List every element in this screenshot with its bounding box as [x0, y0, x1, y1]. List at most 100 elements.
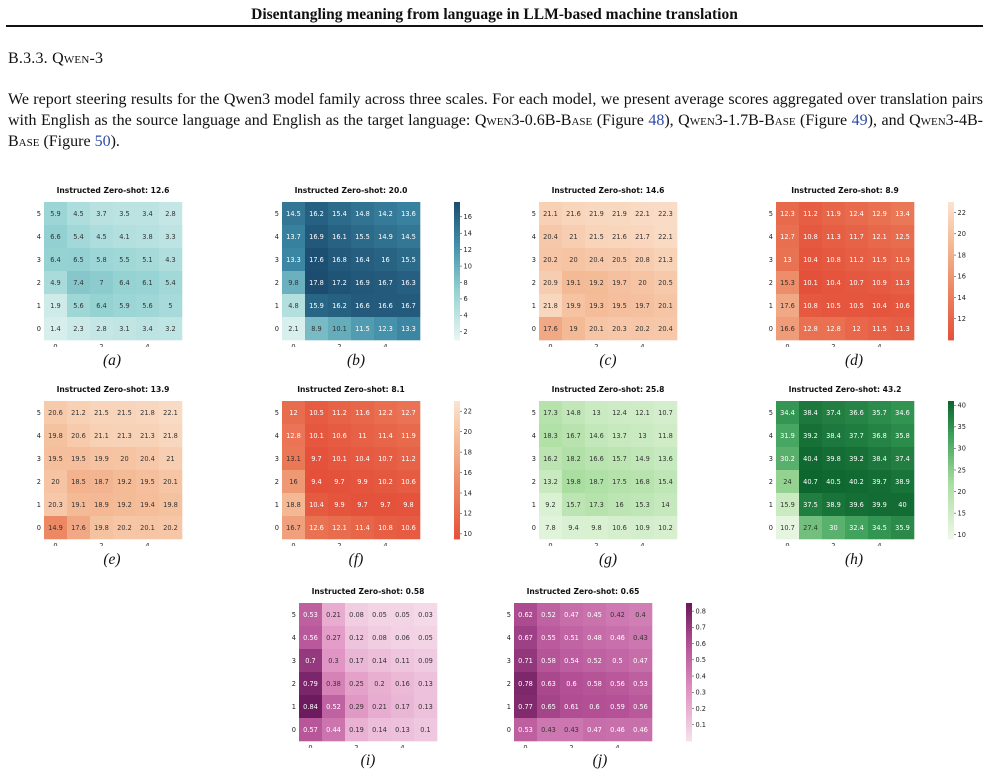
heatmap-cell: [90, 516, 114, 540]
heatmap-cell-label: 39.9: [872, 501, 887, 509]
heatmap-cell: [374, 202, 398, 226]
row-tick-label: 4: [507, 634, 511, 642]
heatmap-cell-label: 0.63: [541, 680, 556, 688]
heatmap-cell-label: 14.8: [355, 210, 370, 218]
heatmap-cell-label: 16.2: [332, 302, 347, 310]
figure-ref-48[interactable]: 48: [648, 112, 665, 129]
heatmap-cell-label: 9.8: [403, 501, 414, 509]
heatmap-cell-label: 13: [783, 256, 791, 264]
heatmap-cell: [868, 294, 892, 318]
section-heading: B.3.3. Qwen-3: [8, 50, 103, 68]
heatmap-cell: [414, 672, 438, 696]
heatmap-cell: [891, 516, 915, 540]
row-tick-label: 3: [37, 455, 41, 463]
heatmap-cell-label: 21.8: [543, 302, 558, 310]
row-tick-label: 3: [532, 455, 536, 463]
heatmap-cell-label: 11.9: [826, 210, 841, 218]
figure-ref-49[interactable]: 49: [851, 112, 868, 129]
row-tick-label: 2: [507, 680, 511, 688]
heatmap-cell-label: 0.52: [326, 703, 341, 711]
heatmap-cell-label: 15.7: [566, 501, 581, 509]
heatmap-cell-label: 0.13: [395, 726, 410, 734]
heatmap-cell: [90, 493, 114, 517]
heatmap-cell-label: 22.1: [163, 409, 178, 417]
heatmap-cell-label: 1.4: [50, 325, 61, 333]
col-tick-label: 2: [337, 343, 341, 347]
row-tick-label: 4: [532, 432, 536, 440]
colorbar-segment: [454, 333, 460, 337]
heatmap-cell: [282, 424, 306, 448]
heatmap-cell-label: 20.5: [658, 279, 673, 287]
colorbar-segment: [454, 322, 460, 327]
heatmap-cell: [90, 401, 114, 425]
heatmap-cell-label: 38.9: [895, 478, 910, 486]
heatmap-cell: [562, 248, 586, 272]
heatmap-cell-label: 19.5: [612, 302, 627, 310]
heatmap-cell: [305, 401, 329, 425]
heatmap-cell: [282, 225, 306, 249]
colorbar-segment: [454, 329, 460, 334]
heatmap-cell-label: 19.2: [589, 279, 604, 287]
colorbar-segment: [454, 470, 460, 474]
heatmap-cell: [654, 294, 678, 318]
colorbar-tick-label: 4: [464, 312, 468, 320]
heatmap-cell-label: 6.5: [73, 256, 84, 264]
heatmap-cell: [44, 470, 68, 494]
heatmap-cell: [305, 294, 329, 318]
heatmap-cell-label: 0.16: [395, 680, 410, 688]
heatmap-cell: [776, 294, 800, 318]
heatmap-cell: [654, 447, 678, 471]
row-tick-label: 5: [507, 611, 511, 619]
colorbar-segment: [948, 404, 954, 409]
heatmap-title: Instructed Zero-shot: 0.58: [312, 587, 425, 596]
heatmap-cell-label: 0.79: [303, 680, 318, 688]
heatmap-cell-label: 0.71: [518, 657, 533, 665]
heatmap-cell-label: 16.1: [332, 233, 347, 241]
heatmap-cell: [282, 248, 306, 272]
row-tick-label: 0: [532, 325, 536, 333]
heatmap-cell-label: 10.6: [401, 524, 416, 532]
heatmap-cell-label: 12: [289, 409, 297, 417]
heatmap-cell-label: 0.43: [541, 726, 556, 734]
heatmap-cell-label: 0.06: [395, 634, 410, 642]
heatmap-cell-label: 19.1: [566, 279, 581, 287]
heatmap-cell-label: 0.05: [372, 611, 387, 619]
colorbar-segment: [454, 243, 460, 248]
heatmap-cell-label: 19.8: [94, 524, 109, 532]
heatmap-cell-label: 9.7: [380, 501, 391, 509]
row-tick-label: 1: [769, 302, 773, 310]
colorbar-segment: [454, 250, 460, 255]
heatmap-cell: [776, 248, 800, 272]
heatmap-cell: [391, 718, 415, 742]
colorbar-segment: [454, 511, 460, 516]
colorbar-segment: [454, 277, 460, 282]
heatmap-cell-label: 35.9: [895, 524, 910, 532]
heatmap-cell: [90, 447, 114, 471]
heatmap-cell-label: 20.2: [543, 256, 558, 264]
heatmap-cell: [391, 603, 415, 627]
heatmap-cell-label: 10.4: [355, 455, 370, 463]
colorbar-segment: [948, 260, 954, 265]
heatmap-cell-label: 12.1: [332, 524, 347, 532]
figure-ref-50[interactable]: 50: [94, 133, 111, 150]
heatmap-cell-label: 13.6: [658, 455, 673, 463]
colorbar-segment: [454, 302, 460, 306]
heatmap-title: Instructed Zero-shot: 25.8: [552, 385, 665, 394]
heatmap-cell-label: 20.4: [658, 325, 673, 333]
colorbar-segment: [454, 418, 460, 423]
heatmap-cell: [583, 718, 607, 742]
heatmap-cell: [374, 271, 398, 295]
heatmap-cell: [328, 294, 352, 318]
heatmap-cell: [799, 225, 823, 249]
heatmap-cell-label: 3.8: [142, 233, 153, 241]
heatmap-cell-label: 10.8: [803, 233, 818, 241]
row-tick-label: 3: [37, 256, 41, 264]
heatmap-cell-label: 5: [168, 302, 172, 310]
heatmap-cell: [845, 424, 869, 448]
colorbar-segment: [454, 236, 460, 241]
heatmap-cell-label: 20.4: [140, 455, 155, 463]
heatmap-cell: [328, 248, 352, 272]
heatmap-cell-label: 19.2: [117, 501, 132, 509]
heatmap-cell: [44, 317, 68, 341]
heatmap-cell-label: 4.5: [73, 210, 84, 218]
